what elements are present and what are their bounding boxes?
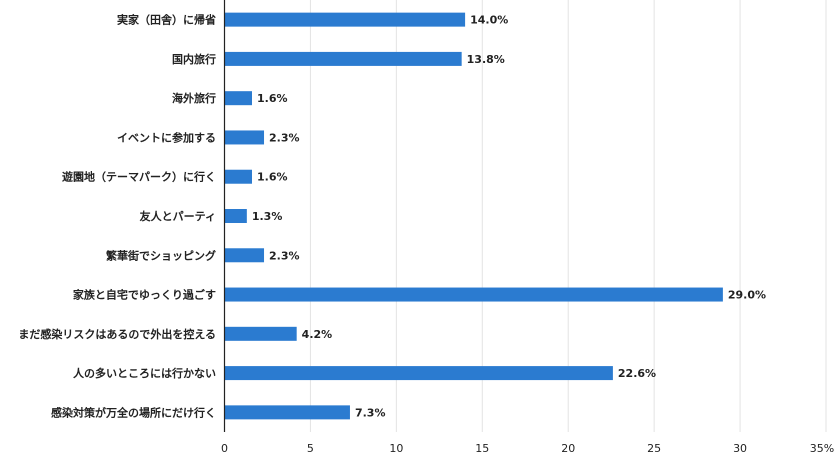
category-label: 家族と自宅でゆっくり過ごす — [73, 288, 216, 302]
bar — [224, 130, 265, 145]
bar — [224, 91, 252, 106]
bar — [224, 248, 265, 263]
category-label: 感染対策が万全の場所にだけ行く — [51, 405, 216, 419]
category-label: 実家（田舎）に帰省 — [117, 13, 216, 27]
data-label: 2.3% — [269, 131, 300, 144]
category-label: まだ感染リスクはあるので外出を控える — [18, 327, 216, 341]
data-label: 14.0% — [470, 14, 508, 27]
data-label: 13.8% — [467, 53, 505, 66]
category-label: 海外旅行 — [172, 91, 216, 105]
x-tick-label: 5 — [307, 442, 314, 455]
category-label: 遊園地（テーマパーク）に行く — [62, 170, 216, 184]
category-label: 繁華街でショッピング — [105, 248, 216, 262]
data-label: 1.6% — [257, 92, 288, 105]
x-tick-label: 30 — [733, 442, 747, 455]
x-tick-label: 10 — [389, 442, 403, 455]
bar — [224, 12, 466, 27]
data-label: 1.6% — [257, 171, 288, 184]
bar — [224, 287, 723, 302]
category-label: 友人とパーティ — [140, 209, 216, 223]
data-label: 22.6% — [618, 367, 656, 380]
category-label: 国内旅行 — [172, 52, 216, 66]
x-tick-label: 35% — [810, 442, 834, 455]
bar — [224, 209, 247, 223]
x-tick-label: 0 — [221, 442, 228, 455]
category-label: 人の多いところには行かない — [73, 366, 216, 380]
x-tick-label: 25 — [647, 442, 661, 455]
bar — [224, 169, 252, 184]
data-label: 7.3% — [355, 406, 386, 419]
data-label: 2.3% — [269, 249, 300, 262]
bar — [224, 326, 297, 341]
x-tick-label: 15 — [475, 442, 489, 455]
x-tick-label: 20 — [561, 442, 575, 455]
data-label: 29.0% — [728, 289, 766, 302]
bar — [224, 51, 462, 66]
data-label: 1.3% — [252, 210, 283, 223]
bar — [224, 366, 613, 381]
bar — [224, 405, 350, 420]
category-label: イベントに参加する — [117, 130, 216, 144]
data-label: 4.2% — [302, 328, 333, 341]
